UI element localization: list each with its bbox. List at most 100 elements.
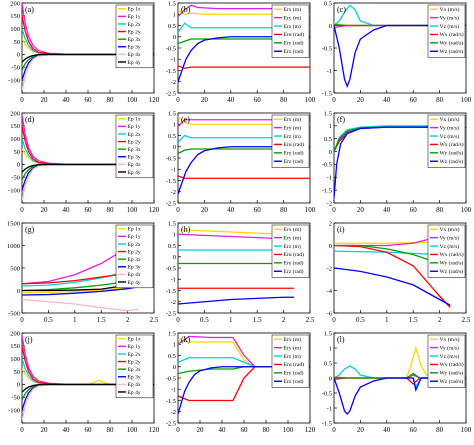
y-tick-label: -0.5	[166, 375, 176, 382]
legend-entry: Wx (rad/s)	[440, 31, 464, 38]
y-tick-label: 1.5	[168, 220, 176, 227]
y-tick-label: 100	[10, 356, 20, 363]
y-tick-label: -2	[171, 189, 176, 196]
legend-entry: Ep 4y	[128, 170, 141, 176]
x-tick-label: 80	[107, 426, 115, 434]
legend-entry: Erz (m)	[284, 23, 301, 30]
y-tick-label: -1	[171, 277, 176, 284]
y-tick-label: -100	[8, 77, 20, 84]
legend-entry: Ep 1y	[128, 344, 141, 350]
x-tick-label: 60	[85, 426, 93, 434]
legend-box	[115, 4, 154, 69]
legend-entry: Ep 1x	[128, 227, 141, 233]
legend-entry: Vy (m/s)	[440, 234, 460, 241]
x-tick-label: 20	[201, 206, 209, 214]
x-tick-label: 20	[357, 426, 365, 434]
legend-entry: Vx (m/s)	[440, 6, 460, 13]
legend-entry: Wx (rad/s)	[440, 361, 464, 368]
legend-entry: Erx (m)	[284, 226, 302, 233]
series-line-5	[178, 38, 310, 45]
x-tick-label: 2	[126, 316, 130, 324]
chart-panel-5: 0 20 40 60 80 100 -2.5 -2 -1.5 -1 -0.5 0 0.5 1 1.5 (e) E…	[166, 110, 316, 214]
series-line-4	[178, 175, 310, 179]
series-line-5	[334, 372, 466, 379]
y-tick-label: -2.5	[166, 90, 176, 97]
legend-entry: Ep 4x	[128, 272, 141, 278]
y-tick-label: 0	[17, 162, 20, 169]
x-tick-label: 80	[263, 426, 271, 434]
y-tick-label: -50	[11, 175, 20, 182]
legend-entry: Erα (rad)	[284, 141, 305, 148]
legend-entry: Ep 4x	[128, 382, 141, 388]
series-line-1	[178, 116, 310, 125]
legend-box	[271, 224, 310, 278]
x-tick-label: 2.5	[150, 316, 159, 324]
legend-entry: Ery (m)	[284, 124, 302, 131]
y-tick-label: -1	[171, 167, 176, 174]
y-tick-label: -0.5	[322, 162, 332, 169]
y-tick-label: 0.5	[168, 353, 176, 360]
legend-entry: Erγ (rad)	[284, 370, 304, 377]
x-tick-label: 0	[20, 316, 24, 324]
legend: Erx (m)Ery (m) Erz (m)Erα (rad) Erγ (rad)E…	[271, 334, 310, 388]
x-tick-label: 60	[241, 426, 249, 434]
y-tick-label: 0.5	[168, 23, 176, 30]
x-tick-label: 60	[410, 96, 418, 104]
legend: Vx (m/s)Vy (m/s) Vz (m/s)Wx (rad/s) Wy (ra…	[427, 334, 466, 388]
legend-entry: Ery (m)	[284, 234, 302, 241]
y-tick-label: 0	[17, 288, 20, 295]
series-line-6	[334, 24, 466, 89]
chart-panel-11: 0 20 40 60 80 100 120 -2.5 -2 -1.5 -1 -0.5 0 0.5 1 1.5 (…	[166, 330, 316, 434]
y-tick-label: 0	[173, 34, 176, 41]
x-tick-label: 60	[85, 96, 93, 104]
x-tick-label: 100	[127, 426, 138, 434]
y-tick-label: 0	[173, 144, 176, 151]
y-tick-label: 50	[14, 149, 21, 156]
x-tick-label: 0	[332, 426, 336, 434]
series-line-6	[178, 36, 310, 82]
y-tick-label: 1.5	[168, 110, 176, 117]
legend: Vx (m/s)Vy (m/s) Vz (m/s)Wx (rad/s) Wy (ra…	[427, 114, 466, 168]
chart-panel-3: 0 20 40 60 80 100 -1.5 -1 -0.5 0 0.5 (c) Vx (m/s)Vy …	[322, 0, 472, 104]
legend-entry: Ep 3x	[128, 147, 141, 153]
y-tick-label: -100	[8, 407, 20, 414]
panel-label: (c)	[337, 5, 346, 14]
y-tick-label: -1	[171, 57, 176, 64]
y-tick-label: 100	[10, 136, 20, 143]
legend-entry: Erz (rad)	[284, 268, 304, 275]
x-tick-label: 100	[305, 96, 316, 104]
series-line-6	[334, 267, 451, 306]
series-line-3	[178, 134, 310, 143]
series-line-2	[178, 4, 310, 17]
legend-entry: Erγ (rad)	[284, 150, 304, 157]
x-tick-label: 60	[254, 206, 262, 214]
legend-entry: Erx (m)	[284, 116, 302, 123]
legend-entry: Vy (m/s)	[440, 124, 460, 131]
legend: Erx (m)Ery (m) Erz (m)Erα (rad) Erγ (rad)E…	[271, 4, 310, 58]
y-tick-label: -0.5	[166, 45, 176, 52]
x-tick-label: 0.5	[44, 316, 53, 324]
x-tick-label: 100	[305, 206, 316, 214]
x-tick-label: 120	[149, 96, 160, 104]
legend-entry: Wz (rad/s)	[440, 268, 464, 275]
x-tick-label: 100	[127, 96, 138, 104]
y-tick-label: -1.5	[166, 178, 176, 185]
x-tick-label: 100	[461, 426, 472, 434]
y-tick-label: -2.5	[166, 200, 176, 207]
x-tick-label: 20	[41, 206, 49, 214]
x-tick-label: 0	[176, 426, 180, 434]
series-line-6	[178, 366, 310, 415]
y-tick-label: -50	[11, 395, 20, 402]
x-tick-label: 80	[436, 206, 444, 214]
legend-box	[427, 224, 466, 278]
x-tick-label: 20	[197, 426, 205, 434]
legend-entry: Ep 1x	[128, 117, 141, 123]
y-tick-label: 1	[173, 232, 176, 239]
y-tick-label: 0	[17, 382, 20, 389]
x-tick-label: 100	[461, 96, 472, 104]
x-tick-label: 100	[283, 426, 294, 434]
x-tick-label: 100	[461, 206, 472, 214]
x-tick-label: 80	[436, 96, 444, 104]
y-tick-label: 100	[10, 26, 20, 33]
